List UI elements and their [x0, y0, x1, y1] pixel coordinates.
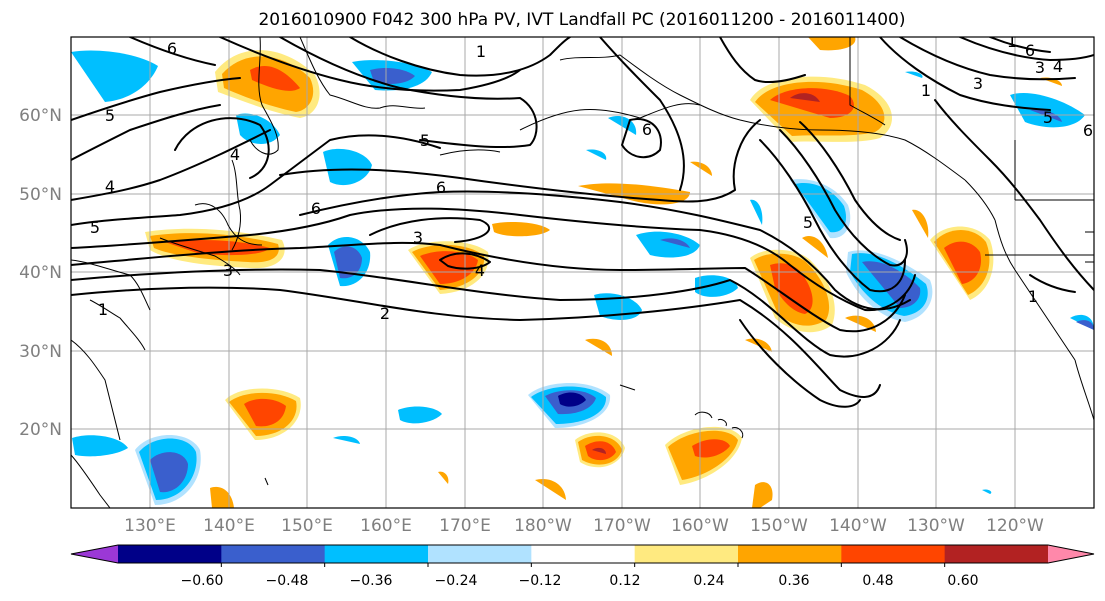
longitude-label: 150°W: [750, 516, 808, 536]
positive-patch: [912, 209, 994, 300]
colorbar-labels: −0.60 −0.48 −0.36 −0.24 −0.12 0.12 0.24 …: [181, 573, 979, 589]
contour-label: 6: [311, 199, 321, 218]
colorbar-segment: [221, 545, 326, 563]
colorbar-segment: [324, 545, 429, 563]
contour-labels: 1 2 3 4 4 5 5 5 6 6 6 6 1 3 1 4 3 1 5 6 …: [90, 32, 1093, 323]
longitude-label: 180°W: [514, 516, 572, 536]
negative-patch: [528, 382, 611, 428]
contour-label: 1: [98, 300, 108, 319]
figure-title: 2016010900 F042 300 hPa PV, IVT Landfall…: [258, 10, 905, 30]
colorbar-tick-label: 0.36: [778, 573, 809, 589]
colorbar-tick-label: −0.36: [350, 573, 393, 589]
longitude-label: 150°E: [281, 516, 333, 536]
longitude-axis: 130°E 140°E 150°E 160°E 170°E 180°W 170°…: [124, 516, 1044, 536]
contour-label: 5: [90, 218, 100, 237]
latitude-label: 20°N: [19, 420, 62, 440]
colorbar-tick-label: −0.24: [435, 573, 478, 589]
longitude-label: 130°W: [907, 516, 965, 536]
contour-label: 3: [413, 228, 423, 247]
contour-label: 3: [973, 74, 983, 93]
longitude-label: 130°E: [124, 516, 176, 536]
colorbar-tick-label: −0.12: [519, 573, 562, 589]
positive-patch: [225, 388, 301, 440]
longitude-label: 160°E: [360, 516, 412, 536]
colorbar-tick-label: 0.48: [862, 573, 893, 589]
contour-label: 5: [420, 131, 430, 150]
positive-patch: [575, 432, 625, 468]
contour-label: 6: [436, 178, 446, 197]
contour-label: 1: [1028, 287, 1038, 306]
colorbar-segment: [428, 545, 532, 563]
contour-label: 1: [476, 42, 486, 61]
colorbar-segment: [841, 545, 946, 563]
colorbar-tick-label: 0.24: [693, 573, 724, 589]
colorbar-segment: [738, 545, 842, 563]
longitude-label: 160°W: [671, 516, 729, 536]
contour-label: 4: [1053, 57, 1063, 76]
colorbar-extend-high: [1048, 545, 1094, 563]
negative-patch: [71, 50, 637, 186]
longitude-label: 140°E: [203, 516, 255, 536]
contour-label: 3: [1035, 58, 1045, 77]
colorbar-tick-label: 0.60: [947, 573, 978, 589]
contour-label: 2: [380, 304, 390, 323]
contour-label: 6: [642, 120, 652, 139]
contour-label: 5: [803, 213, 813, 232]
contour-label: 1: [921, 81, 931, 100]
contour-label: 5: [1043, 108, 1053, 127]
contour-label: 6: [167, 39, 177, 58]
pv-contours: [71, 37, 1094, 408]
map-frame: [70, 36, 1095, 509]
contour-label: 4: [105, 177, 115, 196]
colorbar-tick-label: 0.12: [609, 573, 640, 589]
colorbar-segments: [70, 544, 1095, 567]
positive-patch: [210, 77, 1062, 508]
latitude-axis: 20°N 30°N 40°N 50°N 60°N: [19, 106, 62, 440]
latitude-label: 60°N: [19, 106, 62, 126]
longitude-label: 140°W: [829, 516, 887, 536]
contour-label: 6: [1025, 41, 1035, 60]
contour-label: 6: [1083, 121, 1093, 140]
map-panel: 1 2 3 4 4 5 5 5 6 6 6 6 1 3 1 4 3 1 5 6 …: [71, 32, 1094, 508]
contour-label: 1: [1007, 32, 1017, 51]
colorbar-segment: [634, 545, 739, 563]
longitude-label: 120°W: [986, 516, 1044, 536]
colorbar-tick-label: −0.60: [181, 573, 224, 589]
contour-label: 4: [475, 261, 485, 280]
colorbar: −0.60 −0.48 −0.36 −0.24 −0.12 0.12 0.24 …: [70, 544, 1095, 589]
colorbar-segment: [944, 545, 1049, 563]
colorbar-outline: [70, 544, 1095, 564]
contour-label: 3: [223, 261, 233, 280]
latitude-label: 30°N: [19, 342, 62, 362]
latitude-label: 40°N: [19, 263, 62, 283]
longitude-label: 170°W: [593, 516, 651, 536]
colorbar-segment: [118, 545, 222, 563]
contour-label: 4: [230, 145, 240, 164]
latitude-label: 50°N: [19, 185, 62, 205]
coastlines: [71, 37, 1094, 508]
colorbar-tick-label: −0.48: [266, 573, 309, 589]
colorbar-extend-low: [71, 545, 118, 563]
colorbar-segment: [531, 545, 636, 563]
contour-label: 5: [105, 106, 115, 125]
longitude-label: 170°E: [439, 516, 491, 536]
positive-patch: [750, 76, 892, 142]
